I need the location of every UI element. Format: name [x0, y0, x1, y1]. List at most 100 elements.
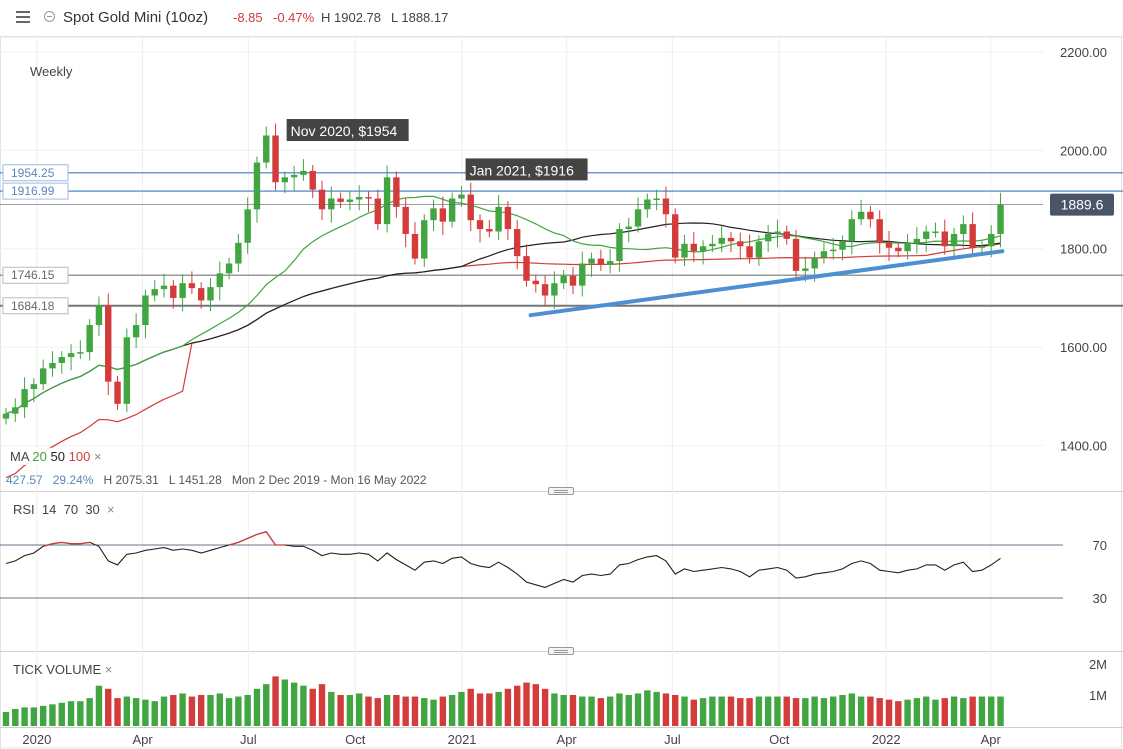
volume-bar — [690, 699, 698, 726]
x-tick-label: Apr — [981, 732, 1002, 747]
candle-body — [337, 198, 344, 202]
volume-label: TICK VOLUME — [13, 662, 102, 677]
candle-body — [606, 261, 614, 265]
rsi-overbought-segment — [61, 541, 72, 545]
candle-body — [690, 243, 698, 252]
candle-body — [346, 199, 354, 202]
candle-body — [374, 198, 381, 225]
instrument-title[interactable]: Spot Gold Mini (10oz) — [63, 9, 209, 26]
candle-body — [132, 325, 140, 338]
candle-body — [922, 231, 930, 239]
rsi-period: 14 — [41, 502, 57, 517]
volume-bar — [904, 699, 911, 726]
trendline — [528, 249, 1005, 318]
candle-body — [328, 198, 335, 210]
rsi-overbought-segment — [238, 537, 248, 543]
volume-bar — [374, 698, 381, 726]
volume-bar — [625, 695, 632, 726]
volume-bar — [662, 693, 670, 726]
rsi-close-icon[interactable]: × — [107, 502, 115, 517]
volume-bar — [39, 705, 47, 726]
volume-bar — [430, 699, 437, 726]
volume-bar — [142, 699, 149, 726]
volume-bar — [132, 698, 140, 726]
candle-body — [197, 288, 205, 301]
candle-body — [123, 337, 131, 404]
candle-body — [774, 231, 781, 234]
volume-bar — [49, 704, 56, 726]
x-tick-label: 2022 — [872, 732, 901, 747]
menu-icon[interactable] — [16, 11, 30, 23]
ma-close-icon[interactable]: × — [93, 449, 102, 464]
instrument-status-icon — [44, 11, 55, 22]
volume-bar — [895, 701, 902, 726]
volume-bar — [857, 696, 865, 726]
volume-bar — [699, 698, 707, 726]
candle-body — [672, 214, 679, 258]
candle-body — [551, 283, 558, 296]
last-price-tag — [1050, 193, 1114, 216]
volume-bar — [328, 691, 335, 726]
volume-legend: TICK VOLUME × — [13, 662, 112, 677]
candle-body — [830, 249, 837, 252]
x-tick-label: Oct — [345, 732, 366, 747]
pane-resize-handle-rsi[interactable] — [548, 487, 574, 495]
volume-bar — [504, 688, 512, 726]
candle-body — [355, 197, 363, 200]
volume-bar — [355, 693, 363, 726]
stats-change: 427.57 — [6, 473, 43, 487]
candle-body — [597, 258, 605, 265]
candle-body — [848, 219, 856, 242]
candle-body — [244, 209, 251, 243]
candle-body — [12, 407, 19, 414]
candle-body — [290, 174, 298, 178]
candle-body — [579, 263, 586, 286]
candle-body — [486, 229, 493, 232]
volume-bar — [235, 696, 242, 726]
candle-body — [950, 233, 958, 247]
candle-body — [960, 224, 967, 234]
x-tick-label: Apr — [132, 732, 153, 747]
candle-body — [839, 241, 846, 250]
candle-body — [421, 220, 428, 259]
volume-bar — [207, 695, 214, 726]
volume-bar — [2, 712, 10, 726]
volume-close-icon[interactable]: × — [104, 662, 113, 677]
rsi-oversold: 30 — [85, 502, 100, 517]
candle-body — [616, 229, 623, 262]
candle-body — [58, 357, 65, 363]
candle-body — [783, 231, 790, 239]
candle-body — [179, 283, 186, 298]
candle-body — [300, 170, 307, 175]
candle-body — [514, 229, 521, 257]
volume-bar — [551, 693, 558, 726]
volume-bar — [876, 698, 883, 726]
candle-body — [876, 219, 883, 243]
x-tick-label: 2020 — [22, 732, 51, 747]
timeframe-label[interactable]: Weekly — [30, 64, 73, 79]
candle-body — [235, 242, 242, 264]
rsi-line — [5, 531, 1001, 588]
pane-resize-handle-volume[interactable] — [548, 647, 574, 655]
volume-bar — [532, 684, 539, 726]
candle-body — [49, 362, 56, 369]
candle-body — [792, 238, 800, 271]
candle-body — [997, 204, 1004, 234]
volume-bar — [58, 702, 65, 726]
volume-bar — [774, 696, 781, 726]
volume-bar — [12, 708, 19, 726]
ma100-line — [5, 243, 1001, 479]
volume-bar — [160, 696, 168, 726]
level-label: 1684.18 — [11, 299, 55, 313]
candle-body — [318, 189, 326, 210]
volume-bar — [978, 696, 986, 726]
volume-bar — [439, 696, 447, 726]
volume-bar — [263, 684, 270, 726]
header-bar: Spot Gold Mini (10oz) -8.85 -0.47% H 190… — [0, 0, 1123, 37]
rsi-tick-label: 30 — [1093, 591, 1107, 606]
candle-body — [114, 381, 121, 404]
ma20-line — [5, 195, 1001, 415]
volume-bar — [383, 695, 391, 726]
volume-bar — [86, 698, 93, 726]
